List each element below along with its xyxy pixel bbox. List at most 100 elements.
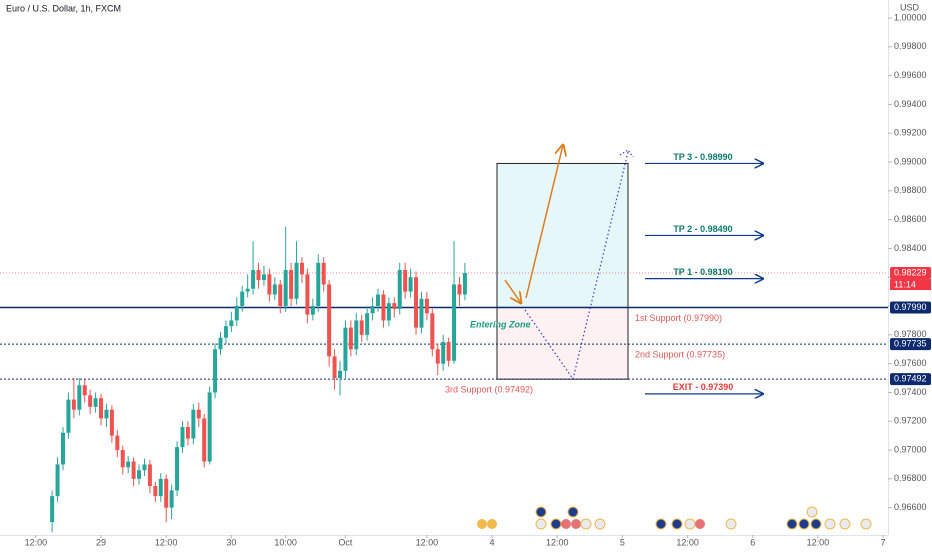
price-box <box>890 267 931 280</box>
candle-body <box>327 284 332 357</box>
y-tick-label: 0.96600 <box>894 502 927 512</box>
candle-body <box>332 356 337 379</box>
projection-path <box>524 151 629 381</box>
candle-body <box>348 327 353 350</box>
candle-body <box>191 409 196 439</box>
candle-body <box>299 262 304 275</box>
y-tick-label: 0.97200 <box>894 416 927 426</box>
candle-body <box>365 313 370 335</box>
countdown: 11:14 <box>894 279 916 289</box>
candle-body <box>185 426 190 439</box>
x-tick-label: 12:00 <box>416 537 439 547</box>
candle-body <box>234 306 239 321</box>
y-tick-label: 0.97600 <box>894 358 927 368</box>
zone-label: Entering Zone <box>470 319 531 329</box>
candle-body <box>403 270 408 292</box>
x-tick-label: 12:00 <box>546 537 569 547</box>
candle-body <box>321 262 326 285</box>
candle-body <box>55 464 60 497</box>
candle-body <box>310 306 315 315</box>
candle-body <box>196 409 201 419</box>
candle-body <box>164 478 169 508</box>
candle-body <box>77 385 82 410</box>
candle-body <box>354 320 359 350</box>
candle-body <box>169 490 174 508</box>
candle-body <box>392 303 397 309</box>
x-tick-label: 5 <box>620 537 625 547</box>
candle-body <box>261 274 266 281</box>
candle-body <box>337 370 342 379</box>
y-tick-label: 0.99000 <box>894 156 927 166</box>
plot-layer: TP 3 - 0.98990 TP 2 - 0.98490 TP 1 - 0.981… <box>0 145 888 533</box>
candle-body <box>147 464 152 487</box>
candle-body <box>457 284 462 295</box>
y-tick-label: 0.97000 <box>894 444 927 454</box>
x-tick-label: 12:00 <box>676 537 699 547</box>
currency: USD <box>900 2 920 12</box>
candle-body <box>386 303 391 321</box>
candle-body <box>218 337 223 350</box>
candle-body <box>251 270 256 289</box>
countdown-box <box>890 279 931 291</box>
price-box <box>890 301 931 314</box>
support-label: 3rd Support (0.97492) <box>445 385 533 395</box>
price-box-label: 0.97492 <box>894 374 927 384</box>
stop-zone <box>496 306 629 380</box>
chart-title: Euro / U.S. Dollar, 1h, FXCM <box>6 3 121 13</box>
candle-body <box>126 461 131 468</box>
candle-body <box>289 270 294 299</box>
x-tick-label: 10:00 <box>274 537 297 547</box>
target-zone <box>496 162 629 308</box>
candle-body <box>256 270 261 281</box>
candle-body <box>441 342 446 364</box>
x-tick-label: 12:00 <box>807 537 830 547</box>
target-label: TP 1 - 0.98190 <box>673 267 732 277</box>
x-tick-label: 7 <box>881 537 886 547</box>
y-tick-label: 0.97400 <box>894 387 927 397</box>
candle-body <box>343 327 348 371</box>
candle-body <box>109 409 114 436</box>
candle-body <box>202 418 207 462</box>
candle-body <box>142 464 147 471</box>
candle-body <box>93 398 98 407</box>
y-tick-label: 0.96800 <box>894 473 927 483</box>
candle-body <box>430 313 435 350</box>
price-box <box>890 338 931 351</box>
candle-body <box>207 392 212 462</box>
x-tick-label: Oct <box>338 537 353 547</box>
target-label: TP 2 - 0.98490 <box>673 224 732 234</box>
candle-body <box>175 447 180 491</box>
candle-body <box>104 409 109 419</box>
support-label: 1st Support (0.97990) <box>635 313 722 323</box>
price-box-label: 0.97990 <box>894 302 927 312</box>
candle-body <box>267 274 272 295</box>
x-tick-label: 29 <box>96 537 106 547</box>
candle-body <box>153 486 158 497</box>
y-tick-label: 0.99200 <box>894 128 927 138</box>
y-tick-label: 0.98400 <box>894 243 927 253</box>
candle-body <box>158 478 163 497</box>
x-tick-label: 12:00 <box>155 537 178 547</box>
candle-body <box>435 349 440 364</box>
candle-body <box>316 262 321 307</box>
y-tick-label: 0.99600 <box>894 70 927 80</box>
support-label: 2nd Support (0.97735) <box>635 350 725 360</box>
x-tick-label: 6 <box>750 537 755 547</box>
candle-body <box>50 496 55 523</box>
y-tick-label: 0.98600 <box>894 214 927 224</box>
candle-body <box>452 284 457 361</box>
candle-body <box>446 342 451 361</box>
candle-body <box>245 288 250 292</box>
candle-body <box>131 461 136 479</box>
x-tick-label: 12:00 <box>25 537 48 547</box>
candle-body <box>61 432 66 465</box>
candle-body <box>272 284 277 295</box>
target-label: EXIT - 0.97390 <box>673 382 734 392</box>
candle-body <box>294 262 299 299</box>
candle-body <box>305 274 310 315</box>
candle-body <box>180 426 185 448</box>
x-tick-label: 30 <box>226 537 236 547</box>
y-tick-label: 0.99800 <box>894 41 927 51</box>
